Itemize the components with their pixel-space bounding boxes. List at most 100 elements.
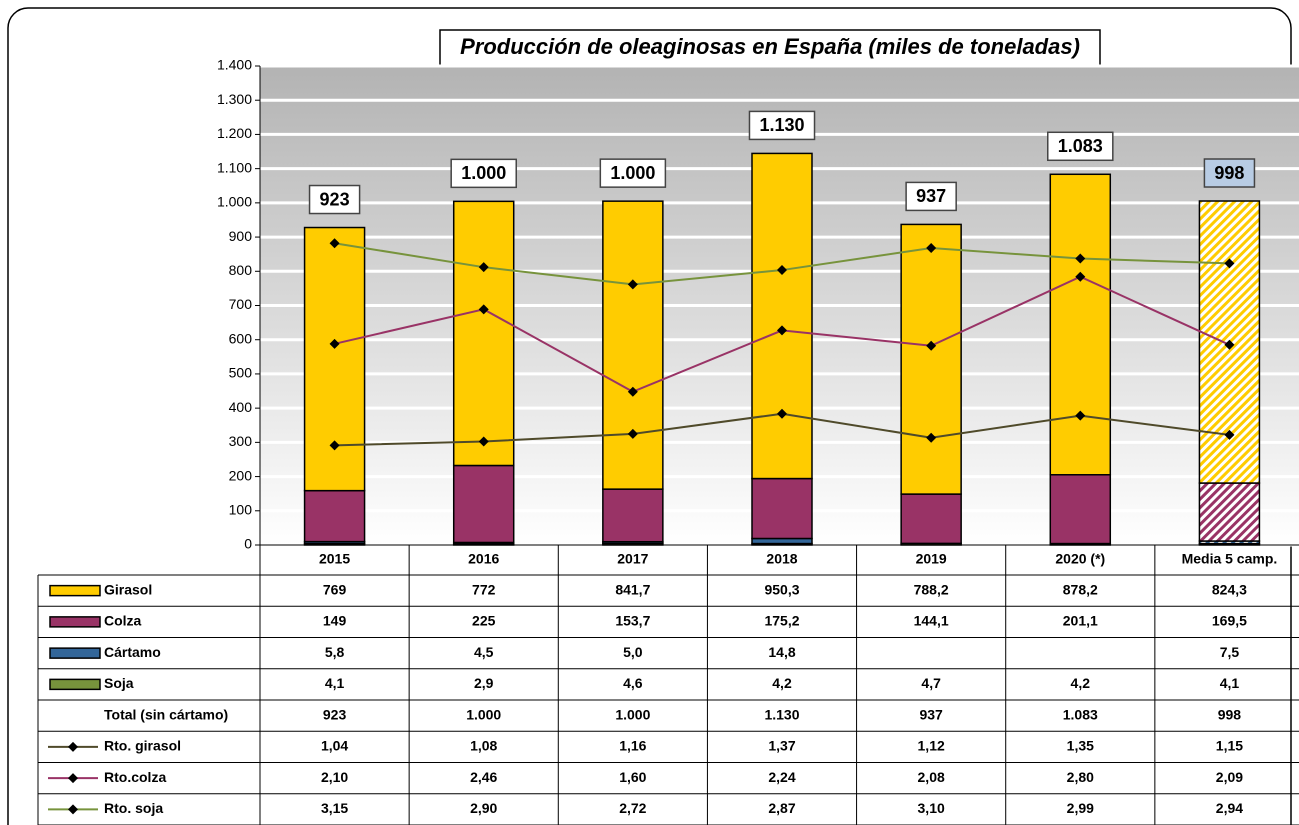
x-tick-label: 2016 bbox=[468, 551, 499, 567]
table-cell: 1,12 bbox=[918, 738, 945, 754]
line-marker bbox=[1224, 339, 1235, 350]
row-label: Total (sin cártamo) bbox=[104, 706, 228, 722]
total-label-box bbox=[1047, 131, 1114, 162]
table-cell: 4,1 bbox=[1220, 675, 1240, 691]
x-tick-label: Media 5 camp. bbox=[1182, 551, 1278, 567]
legend-label: Soja bbox=[104, 675, 134, 691]
bar bbox=[751, 477, 813, 540]
bar bbox=[1049, 173, 1112, 476]
line-marker bbox=[329, 238, 340, 249]
table-cell: 4,5 bbox=[474, 644, 494, 660]
legend-marker bbox=[68, 804, 78, 815]
line-marker bbox=[926, 243, 937, 254]
x-tick-label: 2017 bbox=[617, 551, 648, 567]
chart-title: Producción de oleaginosas en España (mil… bbox=[460, 34, 1080, 59]
bar bbox=[900, 223, 962, 495]
y-tick-label: 200 bbox=[229, 467, 253, 483]
total-label-box bbox=[308, 184, 361, 215]
total-label-box bbox=[1203, 158, 1256, 188]
table-cell: 1,35 bbox=[1067, 738, 1094, 754]
table-cell: 2,46 bbox=[470, 769, 497, 785]
table-cell: 841,7 bbox=[615, 581, 650, 597]
line-marker bbox=[1075, 271, 1086, 282]
table-cell: 2,24 bbox=[768, 769, 795, 785]
bar bbox=[452, 464, 515, 544]
total-label: 998 bbox=[1214, 163, 1244, 183]
total-label: 1.083 bbox=[1058, 136, 1103, 156]
line-marker bbox=[329, 338, 340, 349]
total-label: 937 bbox=[916, 186, 946, 206]
table-cell: 2,72 bbox=[619, 800, 646, 816]
bar bbox=[751, 537, 813, 545]
line-marker bbox=[627, 279, 638, 290]
x-tick-label: 2019 bbox=[916, 551, 947, 567]
table-cell: 772 bbox=[472, 581, 496, 597]
line-marker bbox=[777, 408, 787, 419]
line-marker bbox=[926, 432, 937, 443]
y-tick-label: 1.300 bbox=[217, 91, 252, 107]
y-tick-label: 1.100 bbox=[217, 159, 252, 175]
bar bbox=[303, 226, 366, 492]
total-label-box bbox=[599, 158, 667, 188]
bar bbox=[900, 493, 962, 545]
table-cell: 1,04 bbox=[321, 738, 348, 754]
legend-swatch bbox=[49, 616, 101, 628]
table-cell: 4,2 bbox=[772, 675, 792, 691]
table-cell: 950,3 bbox=[764, 581, 799, 597]
table-cell: 4,6 bbox=[623, 675, 643, 691]
total-label-box bbox=[905, 181, 957, 212]
table-cell: 1,37 bbox=[768, 738, 795, 754]
line-marker bbox=[478, 436, 489, 447]
x-tick-label: 2018 bbox=[766, 551, 797, 567]
table-cell: 937 bbox=[919, 706, 943, 722]
line-marker bbox=[627, 386, 638, 397]
table-cell: 5,8 bbox=[325, 644, 345, 660]
y-tick-label: 700 bbox=[229, 296, 253, 312]
total-label: 923 bbox=[320, 189, 350, 209]
y-tick-label: 900 bbox=[229, 228, 253, 244]
bar bbox=[1198, 482, 1261, 542]
total-label-box bbox=[450, 158, 517, 189]
table-cell: 3,15 bbox=[321, 800, 348, 816]
table-cell: 4,1 bbox=[325, 675, 345, 691]
legend-label: Girasol bbox=[104, 581, 152, 597]
table-cell: 2,9 bbox=[474, 675, 494, 691]
legend-swatch bbox=[49, 678, 101, 691]
line-marker bbox=[1075, 253, 1086, 264]
legend-label: Rto. soja bbox=[104, 800, 163, 816]
legend-marker bbox=[68, 773, 78, 784]
table-cell: 1.000 bbox=[615, 706, 650, 722]
x-tick-label: 2020 (*) bbox=[1055, 551, 1105, 567]
y-tick-label: 400 bbox=[229, 399, 253, 415]
table-cell: 153,7 bbox=[615, 613, 650, 629]
y-tick-label: 1.400 bbox=[217, 57, 252, 73]
legend-marker bbox=[68, 741, 78, 752]
line-marker bbox=[627, 428, 638, 439]
bar bbox=[1049, 474, 1112, 545]
legend-label: Rto. girasol bbox=[104, 738, 181, 754]
table-cell: 175,2 bbox=[764, 613, 799, 629]
bar bbox=[452, 200, 515, 467]
table-cell: 1.130 bbox=[764, 706, 799, 722]
table-cell: 1,15 bbox=[1216, 738, 1243, 754]
table-cell: 144,1 bbox=[914, 613, 949, 629]
table-cell: 2,08 bbox=[918, 769, 945, 785]
table-cell: 788,2 bbox=[914, 581, 949, 597]
table-cell: 923 bbox=[323, 706, 347, 722]
table-cell: 2,94 bbox=[1216, 800, 1243, 816]
line-marker bbox=[478, 304, 489, 315]
total-label: 1.000 bbox=[610, 163, 655, 183]
table-cell: 4,7 bbox=[921, 675, 941, 691]
line-marker bbox=[478, 262, 489, 273]
y-tick-label: 300 bbox=[229, 433, 253, 449]
table-cell: 769 bbox=[323, 581, 347, 597]
table-cell: 998 bbox=[1218, 706, 1242, 722]
bar bbox=[602, 488, 664, 543]
y-tick-label: 500 bbox=[229, 365, 253, 381]
legend-label: Cártamo bbox=[104, 644, 161, 660]
table-cell: 225 bbox=[472, 613, 496, 629]
line-marker bbox=[1075, 410, 1086, 421]
line-marker bbox=[1224, 258, 1235, 269]
table-cell: 824,3 bbox=[1212, 581, 1247, 597]
